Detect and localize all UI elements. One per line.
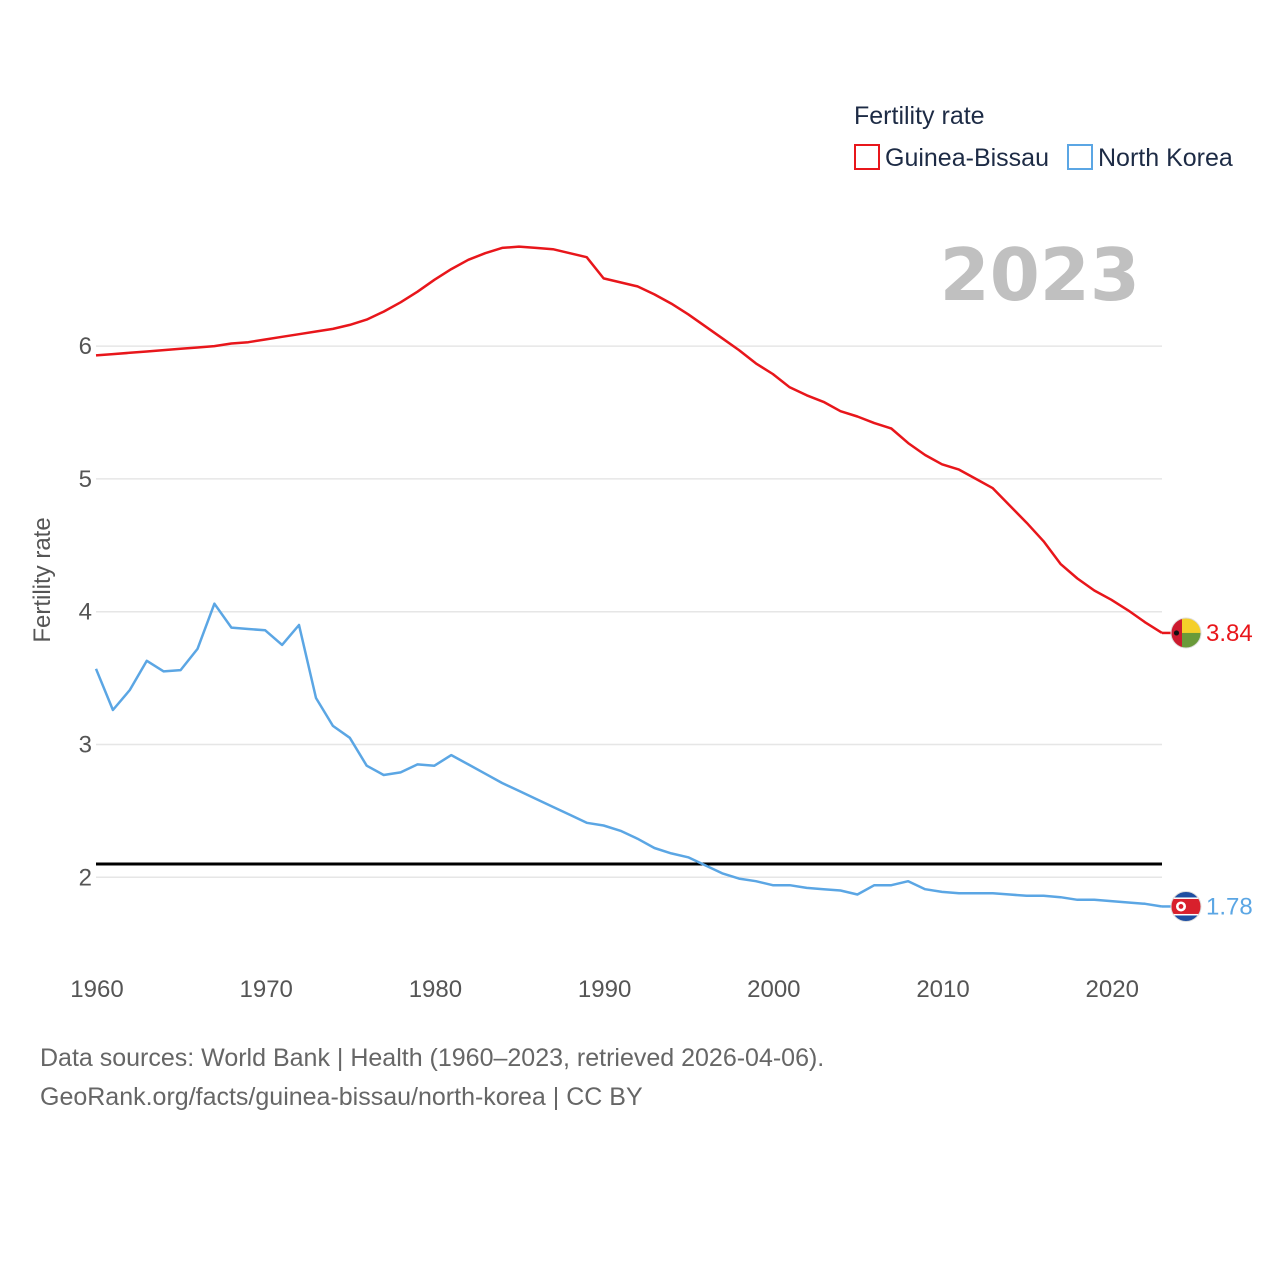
x-tick-label-1990: 1990 xyxy=(578,976,631,1003)
end-value-label-guinea-bissau: 3.84 xyxy=(1206,620,1253,647)
series-end-markers: 3.84 1.78 xyxy=(1162,617,1253,922)
footer-attribution[interactable]: GeoRank.org/facts/guinea-bissau/north-ko… xyxy=(40,1083,643,1111)
x-tick-label-1970: 1970 xyxy=(240,976,293,1003)
legend-swatch-guinea-bissau xyxy=(854,144,880,170)
y-tick-label-4: 4 xyxy=(79,599,92,626)
y-tick-label-6: 6 xyxy=(79,333,92,360)
series-line-guinea-bissau[interactable] xyxy=(95,245,1163,634)
x-tick-label-1960: 1960 xyxy=(70,976,123,1003)
legend-label-north-korea: North Korea xyxy=(1098,144,1233,172)
x-tick-label-2020: 2020 xyxy=(1086,976,1139,1003)
footer-sources: Data sources: World Bank | Health (1960–… xyxy=(40,1044,825,1072)
y-axis-label: Fertility rate xyxy=(29,517,56,642)
series-lines xyxy=(94,245,1163,908)
y-tick-label-2: 2 xyxy=(79,864,92,891)
legend: Fertility rate Guinea-Bissau North Korea xyxy=(854,102,1233,172)
legend-item-guinea-bissau[interactable]: Guinea-Bissau xyxy=(854,144,1049,172)
y-axis-ticks: 2 3 4 5 6 xyxy=(79,333,92,891)
grid-lines xyxy=(96,345,1162,878)
legend-title: Fertility rate xyxy=(854,102,985,130)
fertility-line-chart: 2 3 4 5 6 1960 1970 1980 1990 2000 2010 2020 Ferti… xyxy=(29,102,1253,1003)
x-tick-label-2000: 2000 xyxy=(747,976,800,1003)
legend-item-north-korea[interactable]: North Korea xyxy=(1067,144,1233,172)
current-year-label: 2023 xyxy=(940,233,1140,317)
north-korea-flag-icon xyxy=(1170,890,1202,922)
y-tick-label-3: 3 xyxy=(79,731,92,758)
legend-swatch-north-korea xyxy=(1067,144,1093,170)
guinea-bissau-flag-icon xyxy=(1170,617,1202,649)
legend-label-guinea-bissau: Guinea-Bissau xyxy=(885,144,1049,172)
series-line-north-korea[interactable] xyxy=(94,602,1163,908)
end-value-label-north-korea: 1.78 xyxy=(1206,893,1253,920)
y-tick-label-5: 5 xyxy=(79,466,92,493)
x-tick-label-2010: 2010 xyxy=(916,976,969,1003)
x-tick-label-1980: 1980 xyxy=(409,976,462,1003)
x-axis-ticks: 1960 1970 1980 1990 2000 2010 2020 xyxy=(70,976,1139,1003)
